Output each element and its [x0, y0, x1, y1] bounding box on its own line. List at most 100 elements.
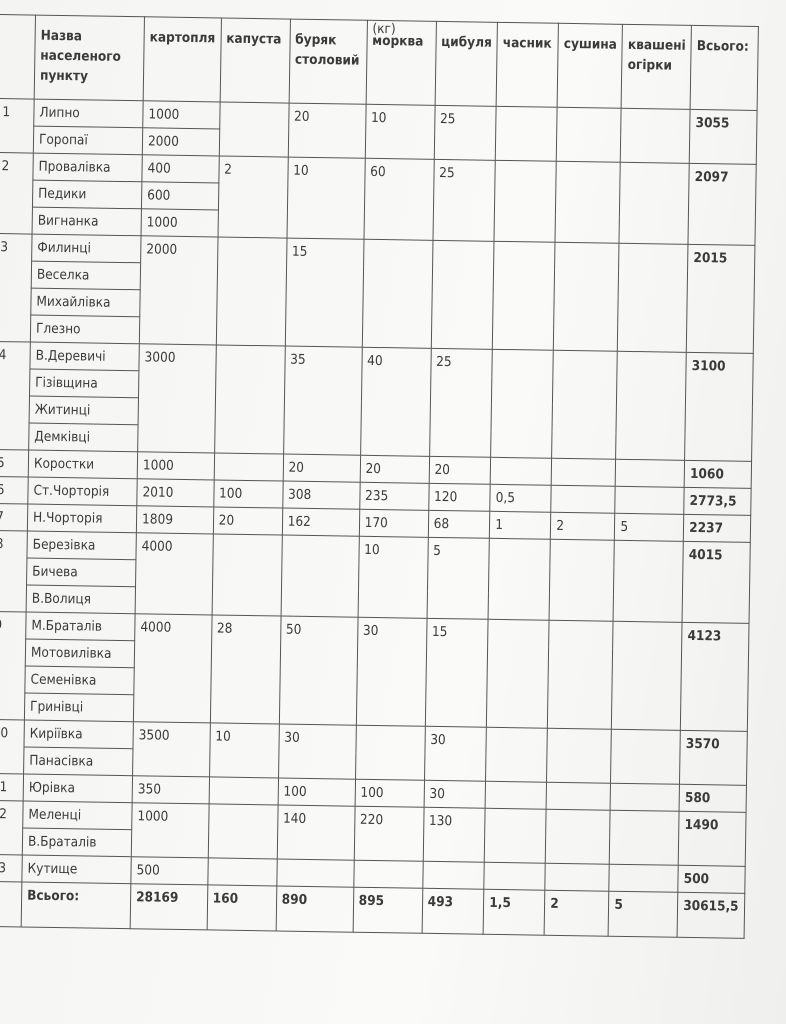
- row-number: 3: [0, 233, 33, 343]
- settlement-name: Киріївка: [23, 720, 134, 749]
- garlic-cell: [485, 727, 548, 783]
- cabbage-cell: [213, 452, 284, 482]
- cabbage-cell: [207, 857, 277, 886]
- garlic-cell: [495, 106, 558, 162]
- settlement-name: Панасівка: [23, 746, 133, 776]
- pickles-cell: [610, 783, 680, 812]
- dried-cell: [546, 728, 612, 784]
- garlic-cell: [484, 862, 546, 891]
- beet-cell: 15: [284, 238, 364, 348]
- dried-cell: [545, 809, 611, 865]
- onion-cell: 68: [427, 510, 490, 539]
- dried-cell: [549, 539, 615, 622]
- pickles-cell: [609, 810, 680, 866]
- settlement-name: Глезно: [30, 315, 140, 344]
- carrot-cell: [361, 239, 433, 349]
- potato-cell: 1000: [141, 208, 219, 237]
- carrot-cell: 170: [358, 509, 429, 538]
- header-label: Всього:: [696, 37, 749, 55]
- carrot-cell: 10: [364, 104, 435, 160]
- onion-cell: 5: [426, 537, 490, 620]
- cabbage-cell: [208, 776, 279, 805]
- beet-cell: 140: [276, 804, 355, 861]
- cabbage-cell: 10: [209, 722, 279, 778]
- settlement-name: Михайлівка: [30, 288, 141, 317]
- carrot-cell: [353, 860, 423, 889]
- potato-cell: 2000: [139, 235, 218, 345]
- dried-cell: [547, 620, 614, 730]
- pickles-cell: [609, 864, 679, 893]
- settlement-name: В.Деревичі: [29, 342, 140, 371]
- cabbage-cell: [218, 101, 289, 158]
- beet-cell: 100: [277, 777, 356, 807]
- settlement-name: Н.Чорторія: [27, 504, 137, 533]
- row-number: 11: [0, 773, 24, 801]
- header-number: [0, 14, 36, 100]
- settlement-name: Провалівка: [32, 153, 143, 182]
- header-row: Назва населеного пункту картопля капуста бу…: [0, 14, 759, 111]
- onion-cell: 130: [422, 807, 486, 863]
- beet-cell: 162: [281, 508, 360, 537]
- header-dried-fruit: сушина: [557, 23, 623, 109]
- onion-cell: 30: [424, 726, 487, 782]
- settlement-name: Березівка: [26, 531, 137, 560]
- dried-cell: [546, 782, 611, 811]
- row-number: 1: [0, 98, 35, 154]
- dried-cell: [545, 863, 610, 892]
- header-label: часник: [502, 34, 552, 52]
- carrot-cell: 30: [355, 617, 427, 727]
- potato-cell: 1809: [136, 505, 214, 534]
- carrot-cell: 10: [357, 536, 428, 619]
- header-pickles: квашені огірки: [621, 24, 692, 110]
- potato-cell: 3000: [137, 343, 216, 453]
- pickles-cell: [615, 351, 687, 461]
- pickles-cell: [617, 243, 689, 353]
- summary-garlic: 1,5: [483, 889, 546, 936]
- cabbage-cell: [211, 533, 282, 617]
- settlement-name: Педики: [32, 180, 142, 209]
- settlement-name: Демківці: [28, 423, 139, 452]
- row-number: 5: [0, 449, 29, 478]
- carrot-cell: 100: [354, 779, 425, 808]
- onion-cell: [430, 240, 495, 350]
- pickles-cell: [620, 108, 691, 164]
- potato-cell: 350: [132, 775, 210, 804]
- header-label: Назва населеного пункту: [39, 27, 122, 85]
- carrot-cell: 40: [360, 347, 431, 457]
- garlic-cell: 0,5: [489, 484, 552, 513]
- vegetable-collection-table: Назва населеного пункту картопля капуста бу…: [0, 14, 759, 939]
- cabbage-cell: 28: [210, 614, 281, 725]
- row-number: 12: [0, 800, 24, 855]
- row-number: 9: [0, 611, 27, 721]
- garlic-cell: [494, 160, 557, 243]
- header-label: капуста: [226, 30, 282, 48]
- total-cell: 2097: [688, 163, 757, 246]
- carrot-cell: 20: [359, 455, 430, 484]
- dried-cell: [553, 242, 620, 352]
- summary-potato: 28169: [130, 883, 208, 930]
- potato-cell: 1000: [131, 802, 209, 858]
- beet-cell: [276, 858, 354, 888]
- total-cell: 580: [679, 784, 747, 813]
- pickles-cell: [611, 621, 683, 731]
- settlement-name: Житинці: [29, 396, 139, 425]
- onion-cell: 25: [432, 159, 496, 242]
- summary-carrot: 895: [352, 887, 423, 934]
- potato-cell: 2010: [136, 478, 214, 507]
- total-cell: 1490: [678, 811, 747, 867]
- pickles-cell: 5: [614, 513, 684, 542]
- dried-cell: [551, 458, 616, 487]
- potato-cell: 1000: [142, 100, 220, 129]
- total-cell: 500: [677, 865, 746, 894]
- onion-cell: 20: [428, 456, 491, 485]
- settlement-name: Филинці: [31, 234, 142, 263]
- settlement-name: Веселка: [31, 261, 141, 290]
- header-onion: цибуля: [434, 21, 498, 107]
- onion-cell: 120: [428, 483, 491, 512]
- beet-cell: 308: [282, 481, 360, 510]
- total-cell: 3570: [679, 730, 748, 786]
- onion-cell: [422, 861, 485, 890]
- settlement-name: В.Браталів: [22, 827, 132, 857]
- header-garlic: часник: [496, 22, 559, 108]
- onion-cell: 15: [424, 618, 489, 728]
